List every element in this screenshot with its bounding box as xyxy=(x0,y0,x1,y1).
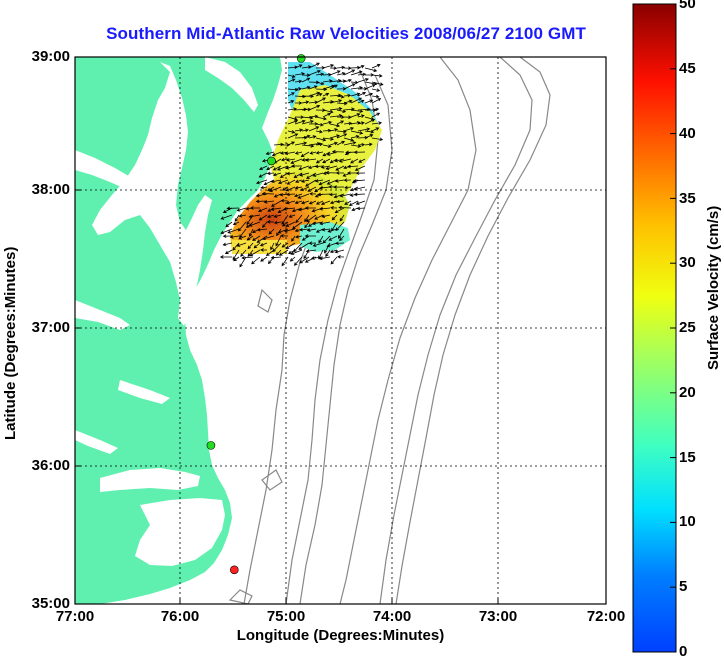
river-inlets xyxy=(75,300,170,454)
lon-tick-label: 72:00 xyxy=(586,608,626,625)
colorbar-tick-label: 35 xyxy=(679,190,696,207)
y-axis-label: Latitude (Degrees:Minutes) xyxy=(2,246,19,440)
lon-tick-label: 75:00 xyxy=(266,608,306,625)
lat-tick-label: 37:00 xyxy=(31,319,70,336)
station-hatteras xyxy=(230,565,239,575)
station-north xyxy=(296,54,306,63)
lat-tick-label: 36:00 xyxy=(31,457,70,474)
colorbar-tick-label: 45 xyxy=(679,60,696,77)
colorbar-tick-label: 0 xyxy=(679,643,688,660)
lon-tick-label: 77:00 xyxy=(55,608,95,625)
colorbar-tick-label: 5 xyxy=(679,578,688,595)
chesapeake-bay xyxy=(92,62,212,326)
station-south xyxy=(206,441,216,450)
x-axis-label: Longitude (Degrees:Minutes) xyxy=(236,627,445,644)
lat-tick-label: 38:00 xyxy=(31,181,70,198)
colorbar-tick-label: 25 xyxy=(679,319,696,336)
map-title: Southern Mid-Atlantic Raw Velocities 200… xyxy=(106,24,586,43)
colorbar-tick-label: 40 xyxy=(679,125,696,142)
axis-ticks xyxy=(74,56,607,605)
potomac-river xyxy=(75,150,140,190)
colorbar-ticks xyxy=(670,3,676,653)
lon-tick-label: 76:00 xyxy=(160,608,200,625)
colorbar-tick-label: 15 xyxy=(679,449,696,466)
lon-tick-label: 74:00 xyxy=(372,608,412,625)
lat-tick-label: 35:00 xyxy=(31,595,70,612)
colorbar-tick-label: 20 xyxy=(679,384,696,401)
current-vectors xyxy=(219,62,384,268)
albemarle-sound xyxy=(100,468,200,492)
lon-tick-label: 73:00 xyxy=(478,608,518,625)
radar-stations xyxy=(206,54,306,575)
colorbar xyxy=(632,3,677,653)
colorbar-tick-label: 10 xyxy=(679,513,696,530)
lat-tick-label: 39:00 xyxy=(31,48,70,65)
colorbar-tick-label: 30 xyxy=(679,254,696,271)
bathymetry-contours xyxy=(228,57,551,604)
graticule xyxy=(75,57,606,604)
colorbar-tick-label: 50 xyxy=(679,0,696,12)
colorbar-label: Surface Velocity (cm/s) xyxy=(705,205,722,370)
station-middle xyxy=(267,156,276,166)
delaware-bay xyxy=(205,57,258,112)
